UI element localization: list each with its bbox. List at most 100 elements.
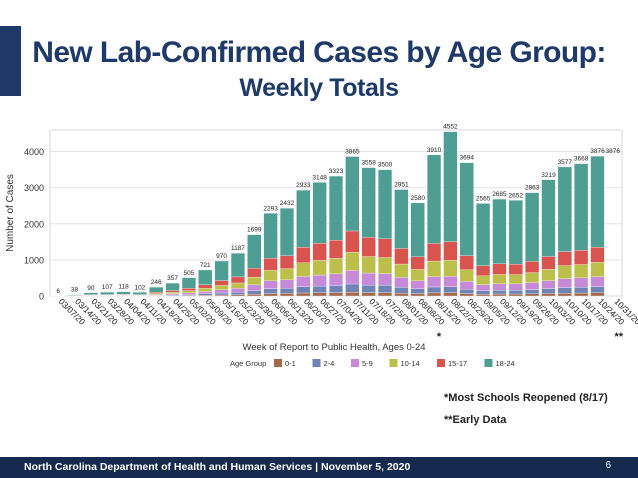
- bar-segment-0-1-09/12/20: [492, 293, 507, 297]
- bar-segment-2-4-08/22/20: [443, 286, 458, 293]
- bar-segment-5-9-06/20/20: [296, 276, 311, 287]
- bar-segment-15-17-08/29/20: [459, 255, 474, 270]
- total-label-07/04/20: 3323: [329, 168, 344, 175]
- bar-segment-15-17-05/16/20: [214, 280, 229, 286]
- bar-segment-2-4-06/13/20: [279, 288, 294, 294]
- bar-segment-10-14-07/04/20: [328, 258, 344, 274]
- bar-segment-18-24-07/18/20: [361, 167, 376, 238]
- bar-segment-5-9-04/25/20: [165, 293, 180, 296]
- total-label-05/16/20: 970: [216, 253, 227, 260]
- bar-segment-10-14-08/22/20: [443, 260, 458, 277]
- category-mark-10/31/20: **: [615, 331, 624, 343]
- bar-segment-5-9-05/02/20: [181, 292, 196, 295]
- bar-segment-18-24-10/24/20: [590, 155, 605, 248]
- bar-segment-2-4-07/11/20: [345, 283, 360, 293]
- bar-segment-0-1-10/10/20: [557, 292, 572, 297]
- bar-segment-15-17-05/23/20: [230, 276, 245, 284]
- bar-segment-10-14-05/02/20: [181, 290, 196, 294]
- bar-segment-10-14-08/15/20: [427, 260, 442, 277]
- total-label-08/22/20: 4552: [443, 124, 458, 131]
- bar-segment-18-24-08/01/20: [394, 189, 409, 249]
- bar-segment-18-24-03/28/20: [100, 291, 115, 295]
- bar-segment-18-24-10/03/20: [541, 179, 556, 257]
- bar-segment-18-24-07/04/20: [328, 175, 344, 241]
- bar-segment-2-4-06/20/20: [296, 286, 311, 294]
- bar-segment-2-4-08/15/20: [427, 286, 442, 294]
- bar-segment-18-24-05/23/20: [230, 253, 245, 278]
- footer-bar: North Carolina Department of Health and …: [0, 457, 638, 478]
- bar-segment-15-17-10/10/20: [557, 251, 572, 266]
- bar-segment-10-14-06/20/20: [296, 262, 311, 277]
- bar-segment-0-1-06/27/20: [312, 292, 327, 297]
- total-label-09/26/20: 2863: [525, 185, 540, 192]
- total-label-07/25/20: 3500: [378, 162, 393, 169]
- bar-segment-5-9-08/22/20: [443, 276, 458, 287]
- bar-segment-0-1-07/11/20: [345, 292, 360, 297]
- bar-segment-5-9-10/10/20: [557, 278, 572, 288]
- bar-segment-18-24-09/19/20: [508, 200, 523, 265]
- bar-segment-0-1-09/05/20: [476, 293, 491, 297]
- total-label-10/03/20: 3219: [541, 172, 556, 179]
- bar-segment-2-4-09/12/20: [492, 290, 507, 295]
- bar-segment-18-24-07/11/20: [345, 156, 360, 232]
- bar-segment-0-1-10/03/20: [541, 293, 556, 297]
- total-label-09/19/20: 2652: [509, 192, 524, 199]
- bar-segment-18-24-03/21/20: [83, 292, 98, 295]
- total-label-09/05/20: 2565: [476, 195, 491, 202]
- bar-segment-2-4-05/30/20: [247, 290, 262, 295]
- bar-segment-5-9-10/03/20: [541, 280, 556, 289]
- bar-segment-15-17-10/24/20: [590, 246, 605, 263]
- bar-segment-0-1-06/20/20: [296, 292, 311, 297]
- bar-segment-15-17-04/25/20: [165, 290, 180, 293]
- bar-segment-18-24-06/06/20: [263, 213, 278, 259]
- bar-segment-18-24-04/18/20: [149, 286, 164, 293]
- bar-segment-15-17-06/20/20: [296, 247, 311, 263]
- total-label-05/09/20: 721: [200, 262, 211, 269]
- note-early-data: **Early Data: [444, 414, 507, 426]
- total-label-10/17/20: 3668: [574, 156, 589, 163]
- bar-segment-0-1-05/30/20: [247, 294, 262, 297]
- bar-segment-10-14-09/19/20: [508, 274, 523, 284]
- legend-swatch-2-4: [312, 359, 321, 367]
- bar-segment-18-24-03/14/20: [67, 294, 82, 296]
- bar-segment-15-17-10/03/20: [541, 256, 556, 270]
- bar-segment-15-17-10/17/20: [574, 250, 589, 265]
- y-tick-label-3000: 3000: [24, 183, 44, 193]
- total-label-05/30/20: 1699: [247, 227, 262, 234]
- page-subtitle: Weekly Totals: [239, 74, 399, 102]
- bar-segment-10-14-09/05/20: [476, 275, 491, 285]
- bar-segment-15-17-06/27/20: [312, 243, 327, 261]
- bar-segment-0-1-08/29/20: [459, 293, 474, 297]
- bar-segment-0-1-10/24/20: [590, 292, 605, 297]
- page-number: 6: [605, 460, 611, 471]
- bar-segment-5-9-07/11/20: [345, 270, 360, 285]
- total-label-06/13/20: 2432: [280, 200, 295, 207]
- bar-segment-10-14-07/11/20: [345, 252, 360, 271]
- bar-segment-2-4-09/05/20: [476, 290, 491, 295]
- total-label-10/10/20: 3577: [558, 159, 573, 166]
- total-label-08/01/20: 2951: [394, 182, 409, 189]
- bar-segment-15-17-06/06/20: [263, 258, 278, 271]
- bar-segment-2-4-05/09/20: [198, 293, 213, 296]
- bar-segment-5-9-08/01/20: [394, 277, 409, 288]
- bar-segment-18-24-04/11/20: [132, 292, 147, 295]
- bar-segment-5-9-09/05/20: [476, 284, 491, 291]
- bar-segment-15-17-05/30/20: [247, 268, 262, 278]
- legend-swatch-18-24: [484, 359, 493, 367]
- bar-segment-5-9-05/16/20: [214, 289, 229, 294]
- bar-segment-5-9-05/30/20: [247, 284, 262, 291]
- bar-segment-18-24-10/17/20: [574, 163, 589, 251]
- total-label-05/23/20: 1187: [231, 245, 245, 252]
- bar-segment-2-4-09/26/20: [525, 289, 540, 294]
- bar-segment-18-24-10/10/20: [557, 166, 572, 252]
- total-label-05/02/20: 505: [183, 270, 194, 277]
- legend-label-0-1: 0-1: [285, 359, 296, 368]
- bar-segment-18-24-05/02/20: [181, 277, 196, 289]
- total-label-04/18/20: 246: [151, 279, 162, 286]
- total-label-03/07/20: 6: [56, 288, 60, 295]
- bar-segment-0-1-08/08/20: [410, 293, 425, 297]
- y-tick-label-1000: 1000: [24, 255, 44, 265]
- bar-segment-18-24-06/20/20: [296, 190, 311, 248]
- bar-segment-2-4-07/25/20: [378, 285, 393, 293]
